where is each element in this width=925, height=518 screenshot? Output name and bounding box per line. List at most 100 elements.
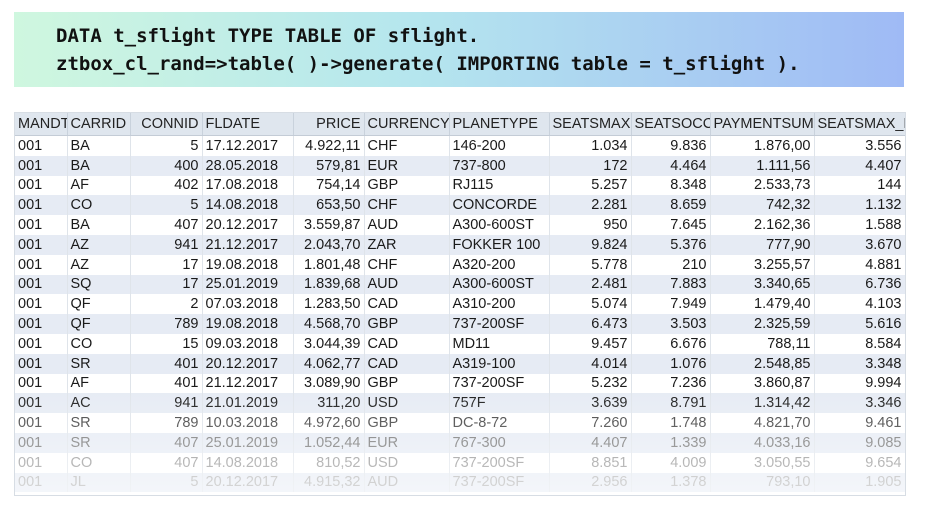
table-row[interactable]: 001 CO 15 09.03.2018 3.044,39 CAD MD11 9.457 6.6… — [15, 333, 905, 354]
cell-mandt[interactable]: 001 — [15, 413, 68, 433]
cell-planetype[interactable]: RJ115 — [449, 175, 550, 196]
cell-currency[interactable]: CAD — [364, 353, 450, 374]
cell-carrid[interactable]: BA — [67, 215, 131, 235]
cell-paymentsum[interactable]: 2.162,36 — [710, 215, 815, 235]
cell-price[interactable]: 311,20 — [293, 393, 365, 414]
cell-seatsocc[interactable]: 7.236 — [631, 373, 711, 394]
cell-seatsmax[interactable]: 5.232 — [549, 373, 632, 394]
cell-paymentsum[interactable]: 1.111,56 — [710, 155, 815, 176]
cell-connid[interactable]: 400 — [130, 155, 203, 176]
column-header-fldate[interactable]: FLDATE — [202, 113, 294, 136]
table-row[interactable]: 001 SR 789 10.03.2018 4.972,60 GBP DC-8-72 7.26… — [15, 413, 905, 433]
cell-connid[interactable]: 5 — [130, 472, 203, 493]
cell-seatsocc[interactable]: 8.348 — [631, 175, 711, 196]
table-row[interactable]: 001 QF 789 19.08.2018 4.568,70 GBP 737-200SF 6.… — [15, 314, 905, 334]
cell-seatsmax[interactable]: 4.014 — [549, 353, 632, 374]
cell-currency[interactable]: CHF — [364, 254, 450, 275]
cell-currency[interactable]: AUD — [364, 215, 450, 235]
cell-seatsocc[interactable]: 9.836 — [631, 135, 711, 156]
cell-connid[interactable]: 17 — [130, 274, 203, 295]
cell-paymentsum[interactable]: 1.314,42 — [710, 393, 815, 414]
cell-price[interactable]: 653,50 — [293, 195, 365, 216]
cell-currency[interactable]: EUR — [364, 432, 450, 453]
cell-paymentsum[interactable]: 4.821,70 — [710, 413, 815, 433]
cell-planetype[interactable]: A310-200 — [449, 294, 550, 315]
table-row[interactable]: 001 CO 407 14.08.2018 810,52 USD 737-200SF 8.85… — [15, 452, 905, 473]
cell-seatsmax[interactable]: 6.473 — [549, 314, 632, 334]
cell-mandt[interactable]: 001 — [15, 432, 68, 453]
cell-seatsocc[interactable]: 4.009 — [631, 452, 711, 473]
cell-planetype[interactable]: 737-200SF — [449, 472, 550, 493]
cell-currency[interactable]: CHF — [364, 195, 450, 216]
cell-price[interactable]: 4.062,77 — [293, 353, 365, 374]
cell-seatsmax[interactable]: 2.956 — [549, 472, 632, 493]
cell-seatsocc[interactable]: 3.503 — [631, 314, 711, 334]
cell-carrid[interactable]: SR — [67, 432, 131, 453]
cell-seatsmax-b[interactable]: 3.556 — [814, 135, 905, 156]
cell-seatsocc[interactable]: 8.659 — [631, 195, 711, 216]
cell-currency[interactable]: ZAR — [364, 234, 450, 255]
cell-seatsmax-b[interactable]: 6.736 — [814, 274, 905, 295]
cell-connid[interactable]: 5 — [130, 195, 203, 216]
cell-seatsmax[interactable]: 7.260 — [549, 413, 632, 433]
cell-paymentsum[interactable]: 1.876,00 — [710, 135, 815, 156]
cell-mandt[interactable]: 001 — [15, 314, 68, 334]
cell-mandt[interactable]: 001 — [15, 234, 68, 255]
cell-mandt[interactable]: 001 — [15, 472, 68, 493]
cell-seatsmax[interactable]: 9.457 — [549, 333, 632, 354]
table-row[interactable]: 001 JL 5 20.12.2017 4.915,32 AUD 737-200SF 2.95… — [15, 472, 905, 493]
cell-seatsmax-b[interactable]: 3.346 — [814, 393, 905, 414]
table-row[interactable]: 001 AF 401 21.12.2017 3.089,90 GBP 737-200SF 5.… — [15, 373, 905, 394]
cell-currency[interactable]: GBP — [364, 413, 450, 433]
cell-mandt[interactable]: 001 — [15, 294, 68, 315]
cell-carrid[interactable]: CO — [67, 333, 131, 354]
cell-price[interactable]: 1.052,44 — [293, 432, 365, 453]
table-row[interactable]: 001 BA 407 20.12.2017 3.559,87 AUD A300-600ST 9… — [15, 215, 905, 235]
cell-seatsmax-b[interactable]: 3.348 — [814, 353, 905, 374]
cell-fldate[interactable]: 20.12.2017 — [202, 215, 294, 235]
cell-mandt[interactable]: 001 — [15, 452, 68, 473]
cell-price[interactable]: 1.839,68 — [293, 274, 365, 295]
cell-connid[interactable]: 401 — [130, 373, 203, 394]
cell-fldate[interactable]: 14.08.2018 — [202, 452, 294, 473]
column-header-seatsocc[interactable]: SEATSOCC — [631, 113, 711, 136]
column-header-mandt[interactable]: MANDT — [15, 113, 68, 136]
cell-seatsocc[interactable]: 1.748 — [631, 413, 711, 433]
cell-planetype[interactable]: 737-200SF — [449, 373, 550, 394]
cell-price[interactable]: 4.922,11 — [293, 135, 365, 156]
column-header-paymentsum[interactable]: PAYMENTSUM — [710, 113, 815, 136]
cell-seatsmax-b[interactable]: 4.407 — [814, 155, 905, 176]
cell-planetype[interactable]: 737-800 — [449, 155, 550, 176]
table-row[interactable]: 001 AZ 941 21.12.2017 2.043,70 ZAR FOKKER 100 9… — [15, 234, 905, 255]
cell-seatsocc[interactable]: 1.378 — [631, 472, 711, 493]
cell-carrid[interactable]: AZ — [67, 254, 131, 275]
cell-connid[interactable]: 402 — [130, 175, 203, 196]
cell-seatsocc[interactable]: 7.645 — [631, 215, 711, 235]
cell-seatsocc[interactable]: 6.676 — [631, 333, 711, 354]
cell-seatsmax-b[interactable]: 144 — [814, 175, 905, 196]
cell-currency[interactable]: AUD — [364, 274, 450, 295]
cell-carrid[interactable]: AZ — [67, 234, 131, 255]
cell-fldate[interactable]: 17.12.2017 — [202, 135, 294, 156]
table-row[interactable]: 001 AF 402 17.08.2018 754,14 GBP RJ115 5.257 8.3… — [15, 175, 905, 196]
cell-mandt[interactable]: 001 — [15, 353, 68, 374]
cell-seatsmax[interactable]: 2.281 — [549, 195, 632, 216]
cell-carrid[interactable]: SQ — [67, 274, 131, 295]
cell-seatsmax[interactable]: 1.034 — [549, 135, 632, 156]
cell-seatsmax-b[interactable]: 4.881 — [814, 254, 905, 275]
cell-price[interactable]: 1.801,48 — [293, 254, 365, 275]
cell-seatsmax[interactable]: 950 — [549, 215, 632, 235]
cell-paymentsum[interactable]: 2.325,59 — [710, 314, 815, 334]
cell-planetype[interactable]: A320-200 — [449, 254, 550, 275]
cell-price[interactable]: 4.568,70 — [293, 314, 365, 334]
cell-seatsmax[interactable]: 8.851 — [549, 452, 632, 473]
cell-carrid[interactable]: JL — [67, 472, 131, 493]
cell-seatsmax-b[interactable]: 9.461 — [814, 413, 905, 433]
cell-seatsmax-b[interactable]: 9.994 — [814, 373, 905, 394]
cell-seatsocc[interactable]: 210 — [631, 254, 711, 275]
cell-currency[interactable]: GBP — [364, 373, 450, 394]
cell-seatsocc[interactable]: 1.076 — [631, 353, 711, 374]
cell-seatsmax[interactable]: 172 — [549, 155, 632, 176]
cell-paymentsum[interactable]: 3.340,65 — [710, 274, 815, 295]
cell-price[interactable]: 2.043,70 — [293, 234, 365, 255]
